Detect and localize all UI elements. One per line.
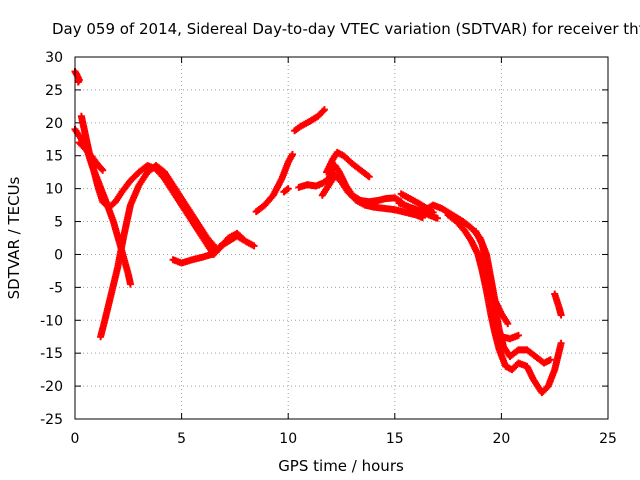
data-point <box>514 331 522 339</box>
y-tick-label: 15 <box>45 149 63 165</box>
trace-segment <box>444 211 565 397</box>
data-point <box>74 78 82 86</box>
x-tick-label: 25 <box>599 431 617 447</box>
data-point <box>288 150 296 158</box>
trace-segment <box>291 106 328 135</box>
y-tick-label: -25 <box>40 412 63 428</box>
y-tick-label: 30 <box>45 50 63 66</box>
y-tick-label: -20 <box>40 379 63 395</box>
trace-segment <box>280 185 292 196</box>
x-tick-label: 15 <box>386 431 404 447</box>
trace-segment <box>252 150 296 216</box>
x-tick-label: 10 <box>279 431 297 447</box>
trace-segment <box>295 162 405 206</box>
y-tick-label: 20 <box>45 116 63 132</box>
trace-segment <box>71 67 83 86</box>
data-point <box>319 107 327 115</box>
data-point <box>546 356 554 364</box>
x-axis-label: GPS time / hours <box>278 457 404 475</box>
y-tick-label: 10 <box>45 182 63 198</box>
trace-segment <box>97 162 220 341</box>
y-tick-label: -10 <box>40 313 63 329</box>
data-point <box>365 173 373 181</box>
trace-segment <box>551 290 565 319</box>
data-point <box>320 106 328 114</box>
y-tick-label: 0 <box>54 247 63 263</box>
trace-segment <box>323 148 373 181</box>
x-tick-label: 0 <box>71 431 80 447</box>
data-point <box>126 280 134 288</box>
data-point <box>98 165 106 173</box>
trace-segment <box>318 171 427 222</box>
data-point <box>504 320 512 328</box>
data-point <box>284 185 292 193</box>
y-tick-label: 25 <box>45 83 63 99</box>
data-point <box>250 242 258 250</box>
trace-segment <box>169 232 247 267</box>
data-point <box>433 214 441 222</box>
y-tick-label: -15 <box>40 346 63 362</box>
axis-ticks: 0 5 10 15 20 25 -25 -20 -15 -10 -5 0 5 10 15 20 25 30 <box>40 50 617 447</box>
trace-segment <box>71 125 134 288</box>
data-point <box>557 339 565 347</box>
trace-segment <box>75 139 107 174</box>
x-tick-label: 5 <box>177 431 186 447</box>
x-tick-label: 20 <box>492 431 510 447</box>
y-tick-label: -5 <box>49 280 63 296</box>
trace-segment <box>472 227 554 367</box>
data-point <box>239 236 247 244</box>
data-series <box>71 67 565 397</box>
y-axis-label: SDTVAR / TECUs <box>5 176 23 299</box>
data-point <box>99 166 107 174</box>
plot-frame <box>74 56 609 420</box>
grid <box>75 57 608 419</box>
chart-title: Day 059 of 2014, Sidereal Day-to-day VTE… <box>52 20 640 38</box>
y-tick-label: 5 <box>54 215 63 231</box>
data-point <box>557 311 565 319</box>
trace-segment <box>497 331 522 343</box>
